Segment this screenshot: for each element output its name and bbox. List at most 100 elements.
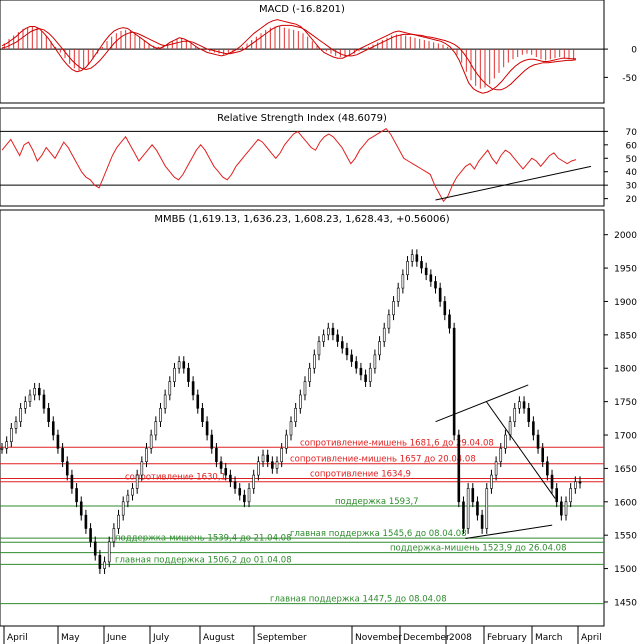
- price-bar-body: [452, 327, 456, 436]
- price-bar-body: [373, 354, 377, 369]
- price-bar-body: [5, 441, 8, 449]
- price-bar-body: [107, 541, 111, 563]
- price-bar-body: [177, 361, 181, 369]
- price-bar-body: [368, 367, 372, 382]
- price-levels: сопротивление-мишень 1681,6 до 29.04.08 с…: [0, 438, 604, 605]
- price-bar-body: [350, 354, 353, 362]
- price-bar-body: [490, 474, 493, 489]
- price-bar-body: [112, 528, 116, 543]
- price-tick-label: 1650: [614, 465, 637, 475]
- price-bar-body: [443, 301, 447, 316]
- price-bar-body: [70, 474, 74, 489]
- price-bar-body: [331, 327, 335, 336]
- price-bar-body: [14, 421, 18, 429]
- price-level-label: сопротивление 1630,1: [125, 473, 226, 483]
- price-level-label: сопротивление-мишень 1657 до 20.04.08: [290, 455, 476, 465]
- price-bar-body: [75, 488, 78, 503]
- price-bar-body: [448, 314, 451, 329]
- price-bar-body: [434, 281, 437, 289]
- price-bar-body: [527, 408, 531, 422]
- rsi-tick-label: 50: [626, 155, 638, 165]
- price-bar-body: [280, 448, 283, 463]
- price-bar-body: [266, 454, 269, 463]
- price-trendlines: [435, 384, 556, 540]
- price-bar-body: [396, 287, 400, 302]
- price-bar-body: [336, 334, 339, 342]
- price-bar-body: [168, 381, 172, 396]
- price-bar-body: [299, 394, 302, 409]
- price-x-axis: April May June July August September November D…: [0, 625, 604, 644]
- price-tick-label: 1950: [614, 265, 637, 275]
- price-bar-body: [98, 554, 102, 569]
- price-bar-body: [392, 301, 395, 316]
- price-level-label: главная поддержка 1506,2 до 01.04.08: [115, 555, 292, 565]
- price-bar-body: [182, 361, 186, 369]
- price-bar-body: [485, 488, 489, 529]
- macd-title: MACD (-16.8201): [259, 4, 345, 15]
- price-bar-body: [354, 361, 358, 369]
- price-bar-body: [149, 434, 153, 449]
- price-bar-body: [135, 474, 139, 489]
- price-bar-body: [504, 434, 507, 449]
- price-bar-body: [513, 408, 517, 422]
- macd-line: [1, 19, 576, 94]
- price-bar-body: [518, 401, 521, 409]
- price-bar-body: [326, 327, 330, 336]
- price-bar-body: [508, 421, 512, 436]
- price-bar-body: [476, 501, 479, 516]
- price-bar-body: [163, 394, 167, 409]
- price-bar-body: [462, 501, 465, 529]
- price-tick-label: 1800: [614, 365, 637, 375]
- price-bar-body: [560, 501, 563, 516]
- price-level-label: главная поддержка 1447,5 до 08.04.08: [270, 595, 447, 605]
- price-bar-body: [131, 488, 134, 496]
- price-bar-body: [47, 408, 50, 422]
- x-axis-label: September: [257, 633, 307, 643]
- macd-tick-label: -50: [622, 74, 637, 84]
- price-bar-body: [117, 514, 120, 529]
- price-bar-body: [126, 494, 130, 503]
- rsi-y-axis: 70 60 50 40 30 20: [604, 128, 637, 205]
- rsi-line: [1, 128, 577, 203]
- price-level-label: поддержка 1593,7: [335, 497, 419, 507]
- price-bar-body: [285, 434, 288, 449]
- price-bar-body: [93, 541, 97, 556]
- price-trendline: [485, 401, 556, 499]
- price-bar-body: [406, 261, 409, 276]
- price-bar-body: [224, 468, 228, 476]
- rsi-title: Relative Strength Index (48.6079): [217, 113, 387, 124]
- macd-frame: [0, 0, 605, 104]
- price-bar-body: [424, 267, 428, 276]
- price-tick-label: 1600: [614, 498, 637, 508]
- price-tick-label: 2000: [614, 231, 637, 241]
- rsi-trendline: [435, 165, 592, 201]
- price-bar-body: [294, 408, 297, 422]
- price-bar-body: [103, 561, 106, 569]
- rsi-tick-label: 40: [626, 168, 638, 178]
- macd-signal-line: [1, 24, 577, 91]
- price-bar-body: [0, 448, 4, 450]
- rsi-tick-label: 70: [626, 128, 638, 138]
- price-bar-body: [499, 448, 503, 463]
- price-bar-body: [201, 408, 204, 422]
- price-bar-body: [420, 261, 423, 269]
- price-y-axis: 2000 1950 1900 1850 1800 1750 1700 1650 1600 1550…: [604, 231, 637, 608]
- price-bar-body: [19, 408, 22, 422]
- price-bar-body: [410, 254, 414, 262]
- price-bar-body: [65, 461, 69, 476]
- price-bar-body: [382, 327, 386, 342]
- price-bar-body: [210, 434, 214, 449]
- price-bar-body: [555, 488, 558, 503]
- price-bar-body: [303, 381, 307, 396]
- price-bar-body: [364, 374, 367, 382]
- price-bar-body: [10, 428, 13, 442]
- rsi-panel: Relative Strength Index (48.6079) 70 60 50…: [0, 107, 637, 207]
- price-bar-body: [564, 501, 568, 516]
- price-bar-body: [457, 434, 461, 503]
- price-bar-body: [532, 421, 535, 436]
- price-bar-body: [313, 354, 316, 369]
- price-bar-body: [536, 434, 540, 449]
- price-bar-body: [205, 421, 209, 436]
